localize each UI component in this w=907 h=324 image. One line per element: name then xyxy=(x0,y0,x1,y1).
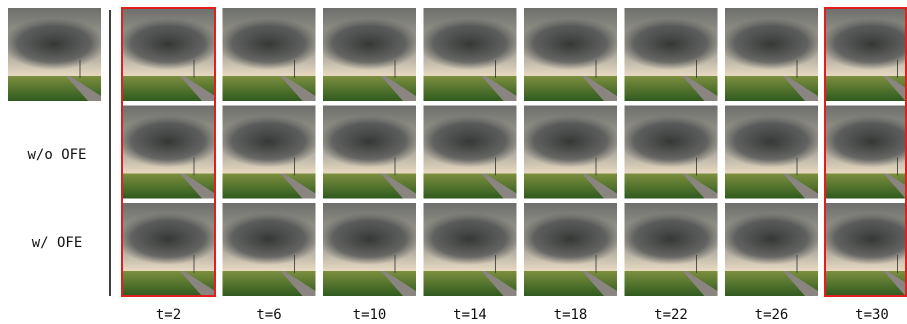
column-label: t=18 xyxy=(554,307,588,323)
column-label: t=14 xyxy=(453,307,487,323)
column-label: t=26 xyxy=(755,307,789,323)
frame-content xyxy=(116,8,220,101)
row-label: w/ OFE xyxy=(32,235,83,251)
frame-image xyxy=(217,8,321,101)
frame-image xyxy=(518,203,622,296)
frame-content xyxy=(518,106,622,199)
frame-image xyxy=(619,203,723,296)
frame-image xyxy=(217,203,321,296)
frame-image xyxy=(619,106,723,199)
frame-content xyxy=(418,106,522,199)
frame-image xyxy=(719,8,823,101)
frame-image xyxy=(116,203,220,296)
frame-content xyxy=(217,106,321,199)
frame-content xyxy=(418,203,522,296)
frame-content xyxy=(619,106,723,199)
frame-content xyxy=(116,203,220,296)
frame-content xyxy=(418,8,522,101)
column-label: t=6 xyxy=(256,307,281,323)
frame-image xyxy=(116,106,220,199)
frame-content xyxy=(317,8,421,101)
frame-image xyxy=(418,106,522,199)
frame-image xyxy=(116,8,220,101)
column-label: t=10 xyxy=(353,307,387,323)
frame-content xyxy=(217,203,321,296)
frame-image xyxy=(217,106,321,199)
figure: w/o OFE w/ OFE t=2 t=6 t=10 t=14 t=18 t=22 t=2… xyxy=(0,0,907,324)
frame-image xyxy=(317,106,421,199)
frame-content xyxy=(217,8,321,101)
column-label: t=2 xyxy=(156,307,181,323)
frame-content xyxy=(719,8,823,101)
frame-content xyxy=(820,106,907,199)
frame-image xyxy=(619,8,723,101)
frame-content xyxy=(719,106,823,199)
frame-image xyxy=(820,203,907,296)
frame-image xyxy=(820,106,907,199)
frame-content xyxy=(317,106,421,199)
reference-image xyxy=(2,8,106,101)
frame-content xyxy=(317,203,421,296)
frame-image xyxy=(317,203,421,296)
frame-content xyxy=(820,203,907,296)
frame-content xyxy=(518,8,622,101)
frame-content xyxy=(820,8,907,101)
frame-image xyxy=(719,203,823,296)
column-label: t=22 xyxy=(654,307,688,323)
frame-image xyxy=(518,8,622,101)
frame-content xyxy=(619,8,723,101)
frame-content xyxy=(116,106,220,199)
frame-image xyxy=(518,106,622,199)
frame-image xyxy=(719,106,823,199)
image-grid xyxy=(116,8,907,296)
frame-content xyxy=(619,203,723,296)
frame-content xyxy=(518,203,622,296)
frame-image xyxy=(418,8,522,101)
frame-image xyxy=(418,203,522,296)
column-label: t=30 xyxy=(855,307,889,323)
row-label: w/o OFE xyxy=(27,147,86,163)
frame-image xyxy=(317,8,421,101)
frame-content xyxy=(719,203,823,296)
frame-image xyxy=(820,8,907,101)
